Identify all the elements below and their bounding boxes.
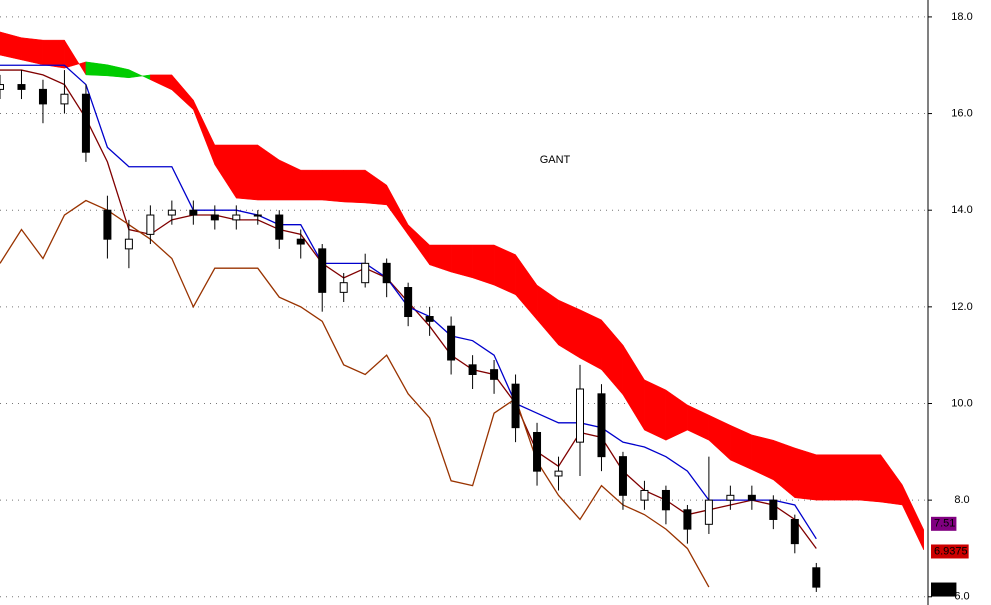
candle-body [253,214,262,217]
candle-body [661,489,670,511]
candle-body [640,489,649,501]
candle-body [275,214,284,240]
cloud-segment [236,144,259,201]
y-tick-label: 18.0 [951,11,972,23]
price-tag [931,544,969,559]
cloud-segment [644,379,667,441]
candle-body [747,494,756,501]
candle-body [210,214,219,221]
y-tick-label: 8.0 [954,494,969,506]
cloud-segment [42,39,65,69]
y-tick-label: 16.0 [951,107,972,119]
cloud-segment [794,447,817,501]
candle-body [146,214,155,235]
indicator-line [0,199,710,588]
candle-body [103,209,112,240]
candle-body [60,93,69,105]
candle-body [704,499,713,525]
candle-body [17,84,26,90]
cloud-segment [472,244,495,286]
candle-body [511,383,520,429]
candle-body [404,287,413,318]
price-tag-label: 7.51 [934,518,955,530]
candle-body [769,499,778,520]
candle-body [425,316,434,322]
candle-body [382,262,391,284]
candle-body [38,88,47,105]
candle-body [812,567,821,588]
price-tag-label: 6.9375 [934,545,968,557]
candle-body [490,369,499,380]
candle-body [318,248,327,293]
price-tag [931,582,957,597]
cloud-segment [21,37,44,66]
price-tag [931,516,957,531]
y-tick-label: 6.0 [954,591,969,603]
candle-body [296,238,305,245]
chart-title: GANT [540,154,571,166]
candle-body [81,93,90,153]
cloud-segment [859,454,881,503]
cloud-segment [343,169,366,204]
candle-body [533,431,542,472]
y-tick-label: 10.0 [951,397,972,409]
candle-body [124,238,133,250]
cloud-segment [837,454,860,501]
candle-body [447,325,456,361]
candle-body [468,364,477,376]
cloud-segment [816,454,839,501]
candle-body [339,282,348,293]
candle-body [790,518,799,545]
candle-body [0,84,4,90]
cloud-segment [901,484,924,551]
cloud-segment [321,169,344,203]
candle-body [361,262,370,284]
y-tick-label: 12.0 [951,301,972,313]
candle-body [726,494,735,501]
candle-body [576,388,584,443]
candle-body [167,209,176,216]
price-tag-label: 6.15 [934,583,955,595]
cloud-segment [450,244,473,279]
y-tick-label: 14.0 [951,204,972,216]
candle-body [597,393,606,458]
candle-body [232,214,241,221]
candle-body [189,209,198,216]
candle-body [554,470,563,477]
candle-body [683,509,692,530]
cloud-segment [300,169,323,201]
candle-body [618,456,627,496]
